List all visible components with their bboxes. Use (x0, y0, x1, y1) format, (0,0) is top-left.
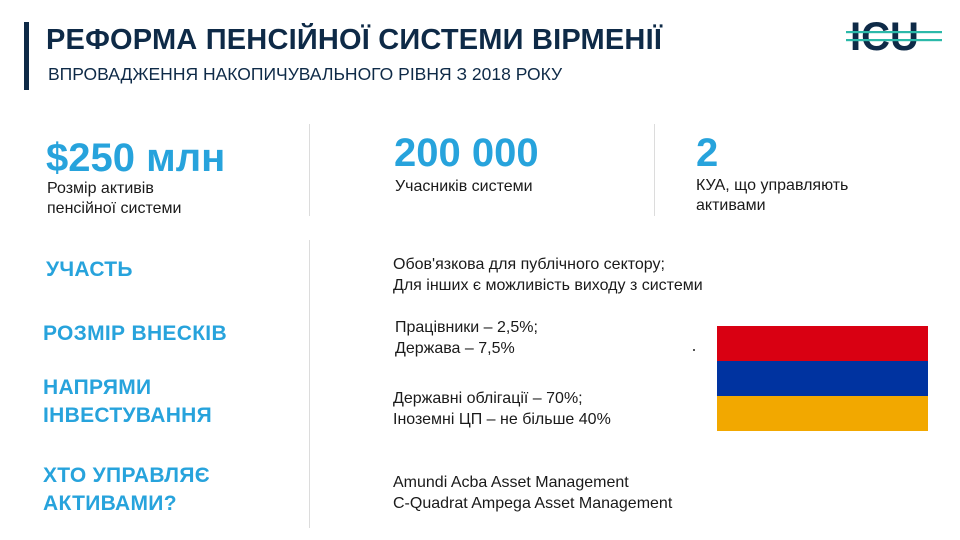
row-value-line: Обов'язкова для публічного сектору; (393, 256, 665, 273)
stat-amc-label: КУА, що управляють активами (696, 176, 848, 216)
flag-stripe-blue (717, 361, 928, 396)
row-label-line: АКТИВАМИ? (43, 492, 177, 515)
row-value-contributions: Працівники – 2,5%; Держава – 7,5% (395, 317, 538, 359)
row-value-line: Для інших є можливість виходу з системи (393, 277, 703, 294)
row-label-line: РОЗМІР ВНЕСКІВ (43, 322, 227, 345)
row-label-line: УЧАСТЬ (46, 258, 133, 281)
title-accent-bar (24, 22, 29, 90)
stat-participants-label: Учасників системи (395, 177, 533, 197)
row-value-line: Працівники – 2,5%; (395, 319, 538, 336)
armenia-flag-icon (717, 326, 928, 431)
divider (309, 124, 310, 216)
divider (654, 124, 655, 216)
flag-stripe-red (717, 326, 928, 361)
row-label-managers: ХТО УПРАВЛЯЄ АКТИВАМИ? (43, 462, 210, 518)
row-value-investment: Державні облігації – 70%; Іноземні ЦП – … (393, 388, 611, 430)
row-value-line: Іноземні ЦП – не більше 40% (393, 411, 611, 428)
stat-assets-value: $250 млн (46, 136, 226, 180)
row-label-line: ІНВЕСТУВАННЯ (43, 404, 213, 427)
page-title: РЕФОРМА ПЕНСІЙНОЇ СИСТЕМИ ВІРМЕНІЇ (46, 24, 663, 56)
stat-label-line: пенсійної системи (47, 200, 182, 217)
row-label-participation: УЧАСТЬ (46, 256, 133, 284)
row-value-line: Держава – 7,5% (395, 340, 515, 357)
stat-assets-label: Розмір активів пенсійної системи (47, 179, 181, 219)
stray-dot (693, 349, 695, 351)
stat-label-line: КУА, що управляють (696, 177, 849, 194)
row-value-line: Amundi Acba Asset Management (393, 474, 629, 491)
page-subtitle: ВПРОВАДЖЕННЯ НАКОПИЧУВАЛЬНОГО РІВНЯ З 20… (48, 64, 563, 84)
divider (309, 240, 310, 528)
row-label-contributions: РОЗМІР ВНЕСКІВ (43, 320, 227, 348)
row-value-line: Державні облігації – 70%; (393, 390, 583, 407)
row-value-managers: Amundi Acba Asset Management C-Quadrat A… (393, 472, 672, 514)
stat-participants-value: 200 000 (394, 131, 539, 175)
row-label-line: ХТО УПРАВЛЯЄ (43, 464, 210, 487)
row-value-line: C-Quadrat Ampega Asset Management (393, 495, 673, 512)
stat-label-line: Учасників системи (395, 178, 533, 195)
stat-label-line: активами (696, 197, 766, 214)
logo-text: ICU (850, 15, 919, 58)
row-label-investment: НАПРЯМИ ІНВЕСТУВАННЯ (43, 374, 212, 430)
row-value-participation: Обов'язкова для публічного сектору; Для … (393, 254, 703, 296)
stat-label-line: Розмір активів (47, 180, 154, 197)
icu-logo-icon: ICU (846, 15, 942, 58)
flag-stripe-orange (717, 396, 928, 431)
stat-amc-value: 2 (696, 131, 719, 175)
row-label-line: НАПРЯМИ (43, 376, 152, 399)
